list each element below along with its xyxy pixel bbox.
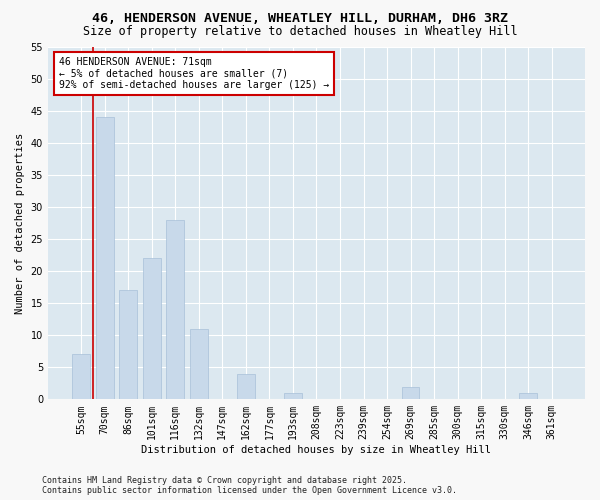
Bar (96, 117, 113, 400)
Bar (166, 220, 184, 400)
Bar (143, 258, 161, 400)
Bar (237, 374, 254, 400)
Text: Size of property relative to detached houses in Wheatley Hill: Size of property relative to detached ho… (83, 25, 517, 38)
Bar (73, 354, 90, 400)
Text: 46, HENDERSON AVENUE, WHEATLEY HILL, DURHAM, DH6 3RZ: 46, HENDERSON AVENUE, WHEATLEY HILL, DUR… (92, 12, 508, 26)
Bar (190, 329, 208, 400)
X-axis label: Distribution of detached houses by size in Wheatley Hill: Distribution of detached houses by size … (142, 445, 491, 455)
Bar (284, 393, 302, 400)
Bar (520, 393, 537, 400)
Text: 46 HENDERSON AVENUE: 71sqm
← 5% of detached houses are smaller (7)
92% of semi-d: 46 HENDERSON AVENUE: 71sqm ← 5% of detac… (59, 57, 329, 90)
Bar (119, 290, 137, 400)
Text: Contains HM Land Registry data © Crown copyright and database right 2025.
Contai: Contains HM Land Registry data © Crown c… (42, 476, 457, 495)
Y-axis label: Number of detached properties: Number of detached properties (15, 132, 25, 314)
Bar (402, 386, 419, 400)
